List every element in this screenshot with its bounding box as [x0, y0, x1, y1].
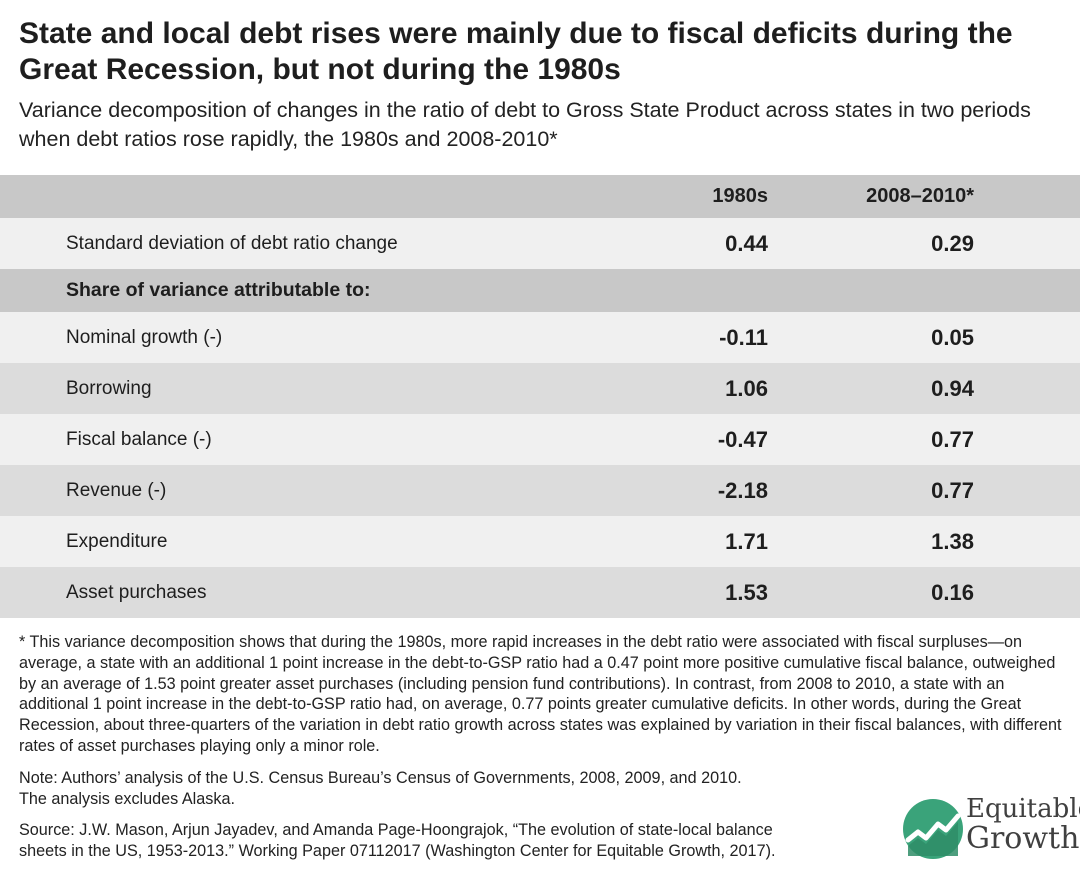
source: Source: J.W. Mason, Arjun Jayadev, and A… — [19, 820, 839, 862]
table-row: Fiscal balance (-) -0.47 0.77 — [0, 414, 1080, 465]
header-1980s: 1980s — [712, 185, 768, 207]
value-1980s: 0.44 — [725, 230, 768, 256]
logo-text: Equitable Growth — [966, 794, 1080, 854]
note-line: The analysis excludes Alaska. — [19, 789, 235, 808]
table-row: Borrowing 1.06 0.94 — [0, 363, 1080, 414]
equitable-growth-logo: Equitable Growth — [902, 790, 1080, 872]
row-label: Nominal growth (-) — [66, 326, 223, 348]
table-row: Expenditure 1.71 1.38 — [0, 516, 1080, 567]
row-label: Revenue (-) — [66, 479, 167, 501]
data-table: 1980s 2008–2010* Standard deviation of d… — [0, 175, 1080, 618]
logo-line: Growth — [966, 821, 1080, 856]
footnote: * This variance decomposition shows that… — [19, 633, 1062, 755]
table-row: Revenue (-) -2.18 0.77 — [0, 465, 1080, 516]
source-line: Source: J.W. Mason, Arjun Jayadev, and A… — [19, 821, 773, 839]
table-row: Nominal growth (-) -0.11 0.05 — [0, 312, 1080, 363]
note: Note: Authors’ analysis of the U.S. Cens… — [19, 768, 819, 810]
value-1980s: 1.71 — [725, 528, 768, 554]
row-label: Fiscal balance (-) — [66, 428, 212, 450]
value-1980s: -0.47 — [717, 426, 768, 452]
value-1980s: -2.18 — [717, 477, 768, 503]
value-1980s: -0.11 — [719, 324, 768, 350]
section-label: Share of variance attributable to: — [66, 279, 371, 301]
growth-chart-icon — [903, 799, 963, 859]
value-1980s: 1.06 — [725, 375, 768, 401]
table-row-std: Standard deviation of debt ratio change … — [0, 218, 1080, 269]
header-2008-2010: 2008–2010* — [866, 185, 974, 207]
note-line: Note: Authors’ analysis of the U.S. Cens… — [19, 769, 742, 787]
header-label-cell — [0, 175, 662, 218]
value-2008-2010: 0.29 — [931, 230, 974, 256]
table-row: Asset purchases 1.53 0.16 — [0, 567, 1080, 618]
row-label: Asset purchases — [66, 581, 207, 603]
section-header-row: Share of variance attributable to: — [0, 269, 1080, 312]
value-2008-2010: 0.05 — [931, 324, 974, 350]
table-header-row: 1980s 2008–2010* — [0, 175, 1080, 218]
value-2008-2010: 0.94 — [931, 375, 974, 401]
chart-title: State and local debt rises were mainly d… — [19, 17, 1013, 86]
chart-subtitle: Variance decomposition of changes in the… — [19, 98, 1031, 151]
row-label: Standard deviation of debt ratio change — [66, 232, 398, 254]
logo-line: Equitable — [966, 794, 1080, 824]
value-2008-2010: 0.77 — [931, 426, 974, 452]
value-2008-2010: 0.16 — [931, 579, 974, 605]
value-2008-2010: 1.38 — [931, 528, 974, 554]
row-label: Borrowing — [66, 377, 152, 399]
source-line: sheets in the US, 1953-2013.” Working Pa… — [19, 841, 776, 860]
value-1980s: 1.53 — [725, 579, 768, 605]
row-label: Expenditure — [66, 530, 168, 552]
value-2008-2010: 0.77 — [931, 477, 974, 503]
